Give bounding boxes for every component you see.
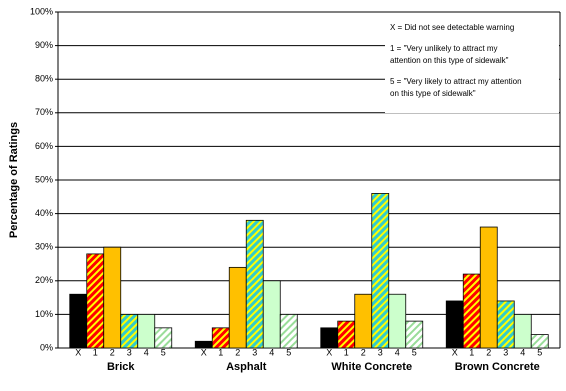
series-label: 4 <box>144 347 149 357</box>
y-tick-label: 100% <box>30 6 53 16</box>
bar <box>279 313 298 349</box>
series-label: 4 <box>520 347 525 357</box>
y-tick-label: 20% <box>35 275 53 285</box>
bar <box>371 193 390 349</box>
series-label: 1 <box>344 347 349 357</box>
series-label: 2 <box>361 347 366 357</box>
series-label: 5 <box>412 347 417 357</box>
x-tick-label: White Concrete <box>331 361 412 373</box>
bar <box>405 320 424 349</box>
y-tick-label: 90% <box>35 40 53 50</box>
series-label: 3 <box>378 347 383 357</box>
series-label: X <box>326 347 332 357</box>
y-tick-label: 10% <box>35 309 53 319</box>
bar <box>496 300 515 349</box>
y-tick-label: 70% <box>35 107 53 117</box>
x-tick-label: Brown Concrete <box>455 361 540 373</box>
annotation: attention on this type of sidewalk" <box>390 56 509 65</box>
series-label: 4 <box>395 347 400 357</box>
annotation: X = Did not see detectable warning <box>390 23 514 32</box>
bar <box>86 253 105 349</box>
annotation: 5 = "Very likely to attract my attention <box>390 77 522 86</box>
bar <box>320 327 339 349</box>
series-label: 1 <box>218 347 223 357</box>
y-tick-label: 0% <box>40 342 53 352</box>
bar <box>103 246 122 349</box>
bar <box>354 293 373 349</box>
bar <box>388 293 407 349</box>
y-tick-label: 40% <box>35 208 53 218</box>
annotation: 1 = "Very unlikely to attract my <box>390 44 498 53</box>
series-label: X <box>201 347 207 357</box>
series-label: 5 <box>286 347 291 357</box>
y-axis-label: Percentage of Ratings <box>8 122 20 238</box>
y-tick-label: 50% <box>35 174 53 184</box>
annotation: on this type of sidewalk" <box>390 89 476 98</box>
series-label: 3 <box>127 347 132 357</box>
bar <box>462 273 481 349</box>
bar <box>479 226 498 349</box>
bar <box>154 327 173 349</box>
y-tick-label: 80% <box>35 74 53 84</box>
bar <box>69 293 88 349</box>
series-label: 3 <box>503 347 508 357</box>
bar <box>262 280 281 349</box>
bar <box>211 327 230 349</box>
series-label: X <box>452 347 458 357</box>
y-tick-label: 60% <box>35 141 53 151</box>
bar <box>245 219 264 349</box>
y-tick-label: 30% <box>35 242 53 252</box>
series-label: 4 <box>269 347 274 357</box>
series-label: 2 <box>235 347 240 357</box>
series-label: 2 <box>486 347 491 357</box>
bar <box>530 334 549 349</box>
bar <box>337 320 356 349</box>
annotation-box <box>385 15 559 113</box>
series-label: 1 <box>469 347 474 357</box>
series-label: 1 <box>93 347 98 357</box>
bar <box>120 313 139 349</box>
bar <box>137 313 156 349</box>
series-label: 5 <box>161 347 166 357</box>
series-label: 2 <box>110 347 115 357</box>
series-label: X <box>75 347 81 357</box>
x-tick-label: Asphalt <box>226 361 267 373</box>
x-tick-label: Brick <box>107 361 135 373</box>
series-label: 5 <box>537 347 542 357</box>
bar <box>513 313 532 349</box>
series-label: 3 <box>252 347 257 357</box>
bar <box>445 300 464 349</box>
bar <box>228 266 247 349</box>
